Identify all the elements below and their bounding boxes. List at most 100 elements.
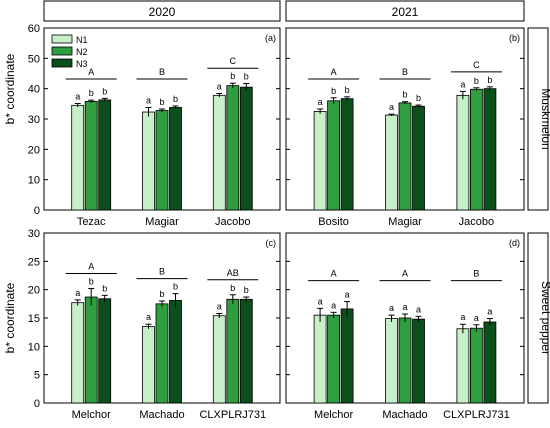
panel-c-sig-letter: a	[217, 301, 222, 311]
panel-c-xtick-label: Melchor	[72, 409, 111, 421]
panel-a-bar-n1	[71, 104, 85, 211]
panel-c-ytick-label: 15	[28, 313, 40, 325]
panel-a-ytick-label: 40	[28, 84, 40, 96]
panel-b-sig-letter: a	[460, 79, 465, 89]
panel-b-sig-letter: b	[474, 76, 479, 86]
panel-a-sig-letter: b	[244, 72, 249, 82]
col-strip-2021	[285, 0, 525, 22]
row-strip-muskmelon-label: Muskmelon	[539, 88, 550, 149]
panel-a-group-letter: B	[159, 67, 165, 77]
panel-b-bar-n2	[398, 102, 412, 211]
panel-b-sig-letter: b	[416, 93, 421, 103]
panel-d-sig-letter: a	[389, 303, 394, 313]
panel-b-bar-n1	[313, 111, 327, 211]
col-strip-2020-label: 2020	[149, 5, 176, 19]
panel-a-ytick-label: 0	[34, 205, 40, 217]
panel-a-sig-letter: b	[159, 97, 164, 107]
panel-d-sig-letter: a	[460, 312, 465, 322]
panel-d-bar-n1	[385, 318, 398, 404]
panel-d-sig-letter: a	[345, 290, 350, 300]
panel-a-xtick-label: Jacobo	[215, 216, 250, 228]
panel-a-bar-n3	[239, 86, 253, 211]
panel-b-sig-letter: b	[331, 86, 336, 96]
panel-b-sig-letter: a	[389, 102, 394, 112]
y-axis-title-top: b* coordinate	[3, 53, 17, 124]
panel-a-ytick-label: 10	[28, 175, 40, 187]
panel-a-sig-letter: b	[89, 88, 94, 98]
panel-b-bar-n1	[456, 94, 470, 211]
panel-b-xtick-label: Jacobo	[459, 216, 494, 228]
panel-d-bar-n2	[327, 314, 341, 404]
panel-c-xtick-label: CLXPLRJ731	[199, 409, 266, 421]
panel-a-ytick-label: 30	[28, 114, 40, 126]
panel-c-sig-letter: b	[102, 283, 107, 293]
panel-d-xtick-label: CLXPLRJ731	[443, 409, 510, 421]
panel-b-bar-n3	[412, 105, 425, 211]
panel-b-bar-n1	[385, 114, 398, 211]
panel-d-label: (d)	[509, 238, 520, 248]
panel-a-sig-letter: a	[75, 92, 80, 102]
panel-c-bar-n2	[226, 298, 240, 404]
panel-d-sig-letter: a	[318, 296, 323, 306]
panel-d-bar-n3	[483, 321, 497, 404]
panel-c-bar-n1	[212, 315, 226, 404]
panel-b-sig-letter: b	[402, 90, 407, 100]
panel-a-label: (a)	[265, 33, 276, 43]
panel-c-ytick-label: 25	[28, 256, 40, 268]
y-axis-title-bottom: b* coordinate	[3, 282, 17, 353]
panel-c-sig-letter: b	[89, 277, 94, 287]
panel-d-xtick-label: Machado	[382, 409, 427, 421]
legend-swatch-n2	[51, 46, 73, 56]
legend-swatch-n1	[51, 34, 73, 44]
panel-b-group-letter: C	[473, 60, 480, 70]
panel-a-sig-letter: b	[173, 94, 178, 104]
panel-c-ytick-label: 0	[34, 398, 40, 410]
panel-a-bar-n2	[226, 85, 240, 211]
panel-b-bar-n2	[469, 88, 483, 211]
panel-b-sig-letter: a	[318, 97, 323, 107]
panel-d-sig-letter: a	[402, 302, 407, 312]
panel-b-group-letter: B	[402, 67, 408, 77]
panel-c-bar-n3	[169, 300, 182, 404]
legend-label-n1: N1	[76, 35, 88, 45]
panel-b-bar-n3	[340, 98, 354, 211]
panel-d-bar-n1	[313, 314, 327, 404]
panel-a-xtick-label: Tezac	[77, 216, 106, 228]
panel-a-bar-n3	[98, 99, 112, 211]
panel-c-sig-letter: b	[159, 289, 164, 299]
panel-d-sig-letter: a	[487, 307, 492, 317]
panel-c-bar-n2	[84, 296, 98, 404]
panel-d-bar-n3	[412, 318, 425, 404]
panel-c-ytick-label: 10	[28, 341, 40, 353]
panel-d-bar-n2	[469, 327, 483, 404]
panel-a-xtick-label: Magiar	[145, 216, 179, 228]
panel-a-sig-letter: a	[217, 82, 222, 92]
panel-a-sig-letter: b	[230, 71, 235, 81]
panel-b-label: (b)	[509, 33, 520, 43]
panel-d-xtick-label: Melchor	[314, 409, 353, 421]
panel-c-group-letter: B	[159, 267, 165, 277]
panel-b-xtick-label: Bosito	[318, 216, 349, 228]
panel-c-sig-letter: b	[173, 282, 178, 292]
panel-c-ytick-label: 30	[28, 228, 40, 240]
col-strip-2020	[43, 0, 281, 22]
panel-d-sig-letter: a	[331, 300, 336, 310]
panel-c-sig-letter: a	[75, 288, 80, 298]
row-strip-sweet-pepper	[527, 232, 549, 404]
panel-b-group-letter: A	[331, 67, 337, 77]
panel-d-group-letter: A	[402, 269, 408, 279]
panel-c-ytick-label: 5	[34, 370, 40, 382]
panel-c-bar-n1	[71, 302, 85, 404]
panel-a-group-letter: C	[230, 56, 237, 66]
row-strip-muskmelon	[527, 27, 549, 211]
panel-c-label: (c)	[266, 238, 277, 248]
panel-d-sig-letter: a	[474, 313, 479, 323]
panel-b-xtick-label: Magiar	[388, 216, 422, 228]
col-strip-2021-label: 2021	[392, 5, 419, 19]
panel-c-ytick-label: 20	[28, 285, 40, 297]
panel-c-sig-letter: b	[244, 285, 249, 295]
panel-d-bar-n2	[398, 317, 412, 404]
panel-d-bar-n3	[340, 308, 354, 404]
panel-d-group-letter: A	[331, 269, 337, 279]
